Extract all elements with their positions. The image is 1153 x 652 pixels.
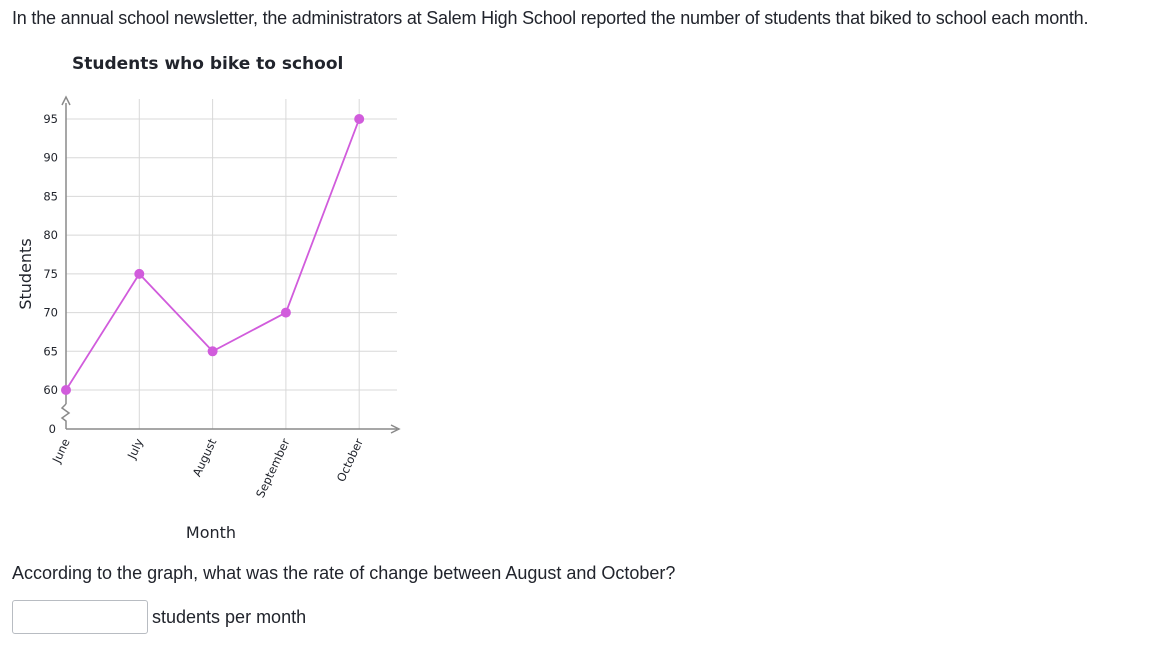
data-point	[61, 385, 71, 395]
y-axis-arrow	[61, 95, 71, 106]
axis-layer	[60, 95, 401, 434]
grid-layer	[66, 99, 397, 429]
y-tick-label: 80	[43, 228, 58, 242]
y-tick-label: 70	[43, 306, 58, 320]
x-axis-arrow	[390, 424, 401, 434]
y-tick-label: 95	[43, 112, 58, 126]
x-axis-label: Month	[186, 523, 236, 542]
data-point	[354, 114, 365, 124]
y-tick-label: 65	[43, 344, 58, 358]
series-layer	[61, 114, 365, 395]
x-tick-label: September	[253, 436, 293, 500]
answer-row: students per month	[12, 600, 306, 634]
chart-svg: Students who bike to school Students Mon…	[16, 54, 401, 542]
data-point	[134, 268, 145, 279]
answer-input[interactable]	[12, 600, 148, 634]
y-axis-break	[60, 403, 71, 429]
chart-title: Students who bike to school	[72, 54, 343, 74]
data-point	[207, 346, 218, 357]
y-tick-label: 90	[43, 151, 58, 165]
line-chart: Students who bike to school Students Mon…	[0, 0, 420, 565]
intro-text: In the annual school newsletter, the adm…	[12, 8, 1089, 28]
x-tick-label: August	[190, 436, 220, 479]
data-point	[280, 307, 291, 318]
y-axis-label: Students	[16, 238, 35, 309]
question-text: According to the graph, what was the rat…	[12, 563, 676, 583]
x-tick-label: October	[334, 436, 366, 484]
y-tick-label: 75	[43, 267, 58, 281]
x-tick-label: June	[49, 436, 73, 466]
x-tick-label: July	[124, 436, 146, 462]
answer-unit-label: students per month	[152, 606, 307, 627]
y-tick-label: 60	[43, 383, 58, 397]
y-tick-label: 85	[43, 189, 58, 203]
y-tick-label-origin: 0	[49, 422, 56, 436]
